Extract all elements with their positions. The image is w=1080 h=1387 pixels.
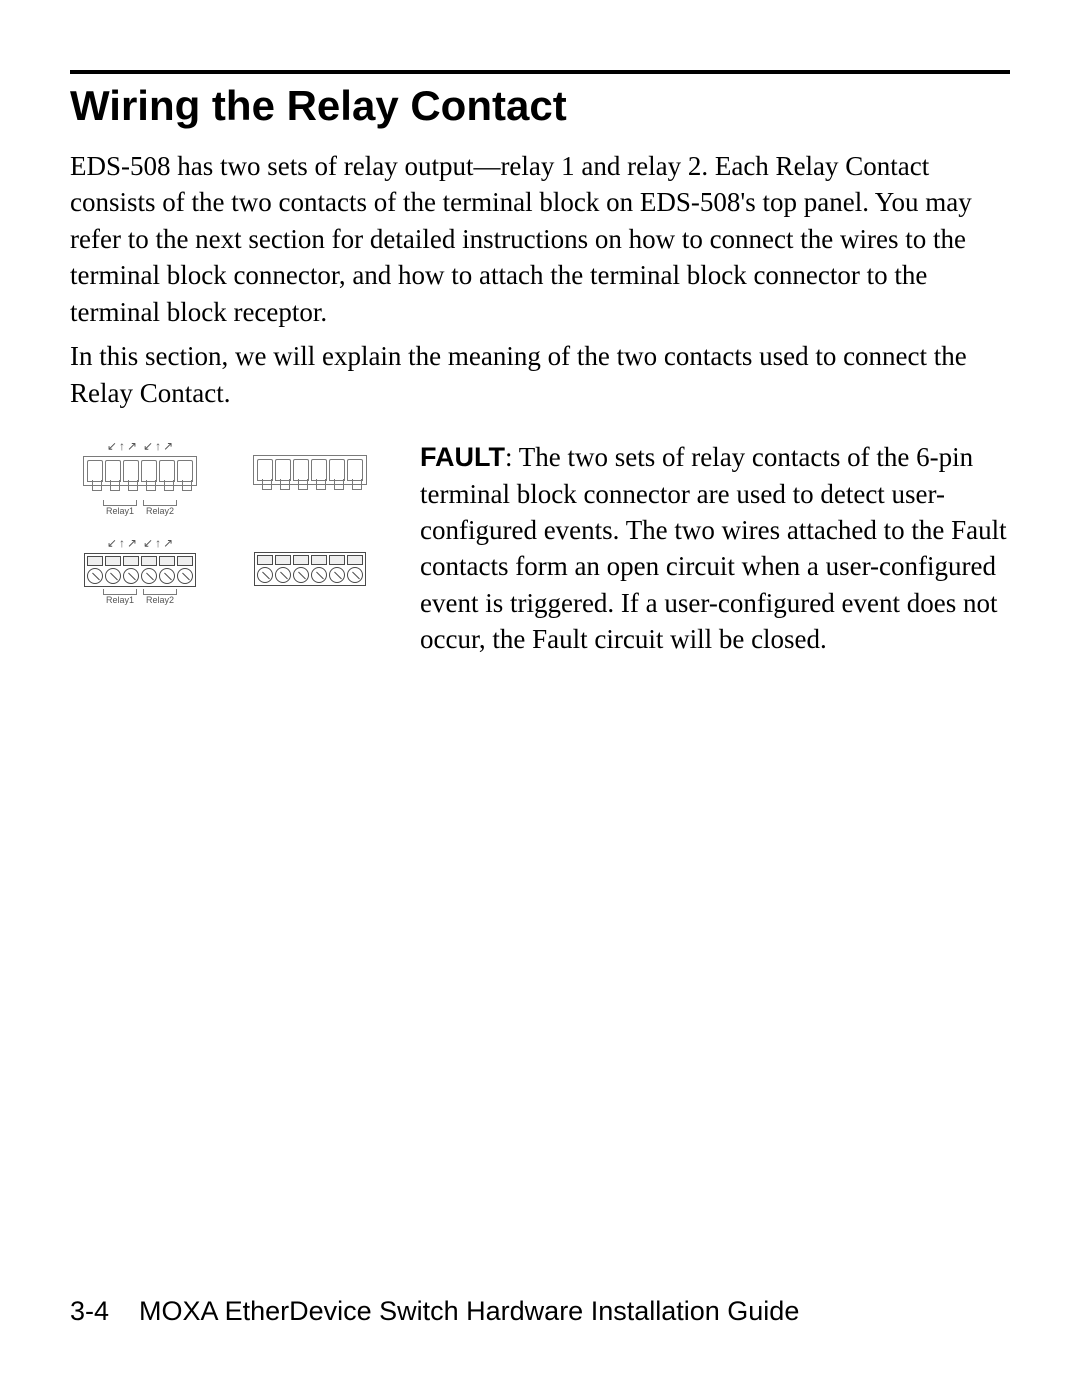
fault-label: FAULT xyxy=(420,442,505,472)
fault-paragraph: FAULT: The two sets of relay contacts of… xyxy=(420,439,1010,658)
terminal-block-screw-labeled: ↙↑↗ ↙↑↗ Relay1 Relay2 xyxy=(70,536,210,605)
section-title: Wiring the Relay Contact xyxy=(70,82,1010,130)
intro-paragraph-1: EDS-508 has two sets of relay output—rel… xyxy=(70,148,1010,330)
fault-text: : The two sets of relay contacts of the … xyxy=(420,442,1007,654)
relay2-label-bottom: Relay2 xyxy=(146,595,174,605)
footer-title: MOXA EtherDevice Switch Hardware Install… xyxy=(139,1296,799,1326)
intro-paragraph-2: In this section, we will explain the mea… xyxy=(70,338,1010,411)
page-footer: 3-4 MOXA EtherDevice Switch Hardware Ins… xyxy=(70,1296,799,1327)
terminal-block-top-plain xyxy=(240,439,380,516)
terminal-block-screw-plain xyxy=(240,536,380,605)
section-rule xyxy=(70,70,1010,74)
relay2-label-top: Relay2 xyxy=(146,506,174,516)
relay1-label-top: Relay1 xyxy=(106,506,134,516)
terminal-block-top-labeled: ↙↑↗ ↙↑↗ Relay1 Relay2 xyxy=(70,439,210,516)
relay-figure: ↙↑↗ ↙↑↗ Relay1 Relay2 xyxy=(70,439,390,658)
relay1-label-bottom: Relay1 xyxy=(106,595,134,605)
page-number: 3-4 xyxy=(70,1296,109,1326)
